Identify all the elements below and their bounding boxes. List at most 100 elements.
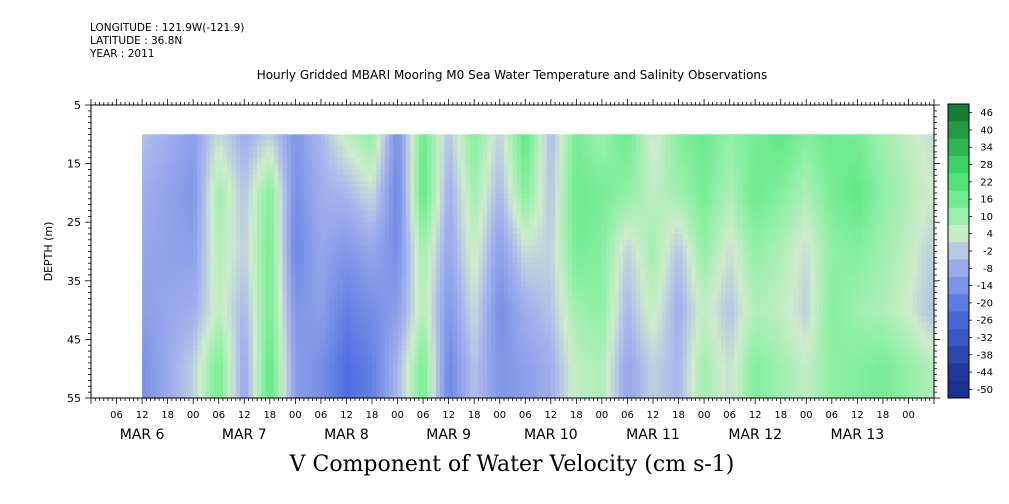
heatmap-cell	[448, 269, 454, 276]
heatmap-cell	[316, 310, 322, 317]
heatmap-cell	[257, 269, 262, 276]
heatmap-cell	[252, 304, 258, 311]
heatmap-cell	[282, 316, 288, 323]
heatmap-cell	[516, 339, 522, 346]
heatmap-cell	[303, 274, 309, 282]
heatmap-cell	[397, 157, 403, 165]
heatmap-cell	[448, 304, 454, 311]
heatmap-cell	[525, 280, 531, 288]
heatmap-cell	[359, 327, 365, 335]
heatmap-cell	[538, 292, 543, 299]
heatmap-cell	[282, 163, 288, 171]
heatmap-cell	[269, 310, 275, 317]
heatmap-cell	[252, 181, 258, 188]
heatmap-cell	[584, 169, 590, 176]
heatmap-cell	[597, 368, 603, 376]
heatmap-cell	[372, 380, 377, 387]
heatmap-cell	[282, 333, 288, 340]
heatmap-cell	[393, 245, 399, 253]
heatmap-cell	[299, 210, 305, 217]
heatmap-cell	[210, 146, 216, 153]
heatmap-cell	[223, 339, 228, 346]
heatmap-cell	[572, 198, 577, 206]
heatmap-cell	[265, 157, 271, 165]
heatmap-cell	[508, 374, 514, 382]
heatmap-cell	[555, 392, 560, 399]
heatmap-cell	[206, 198, 211, 206]
heatmap-cell	[512, 310, 518, 317]
heatmap-cell	[188, 181, 194, 188]
heatmap-cell	[188, 304, 194, 311]
heatmap-cell	[576, 374, 582, 382]
heatmap-cell	[452, 146, 458, 153]
heatmap-cell	[576, 239, 582, 247]
heatmap-cell	[274, 298, 279, 305]
heatmap-cell	[550, 257, 556, 264]
heatmap-cell	[180, 333, 186, 340]
heatmap-cell	[295, 204, 301, 212]
heatmap-cell	[550, 304, 556, 311]
heatmap-cell	[363, 175, 369, 182]
heatmap-cell	[180, 386, 186, 393]
heatmap-cell	[372, 175, 377, 182]
heatmap-cell	[363, 298, 369, 305]
heatmap-cell	[159, 298, 164, 305]
heatmap-cell	[269, 198, 275, 206]
heatmap-cell	[550, 181, 556, 188]
heatmap-cell	[171, 345, 177, 352]
heatmap-cell	[563, 263, 569, 270]
heatmap-cell	[431, 357, 437, 364]
heatmap-cell	[601, 321, 607, 329]
heatmap-cell	[188, 204, 194, 212]
heatmap-cell	[150, 298, 156, 305]
heatmap-cell	[482, 146, 488, 153]
heatmap-cell	[286, 333, 292, 340]
heatmap-cell	[516, 392, 522, 399]
heatmap-cell	[504, 239, 509, 247]
heatmap-cell	[210, 351, 216, 358]
heatmap-cell	[491, 169, 497, 176]
heatmap-cell	[521, 304, 526, 311]
heatmap-cell	[312, 327, 318, 335]
heatmap-cell	[240, 274, 245, 282]
heatmap-cell	[248, 286, 254, 294]
heatmap-cell	[210, 216, 216, 223]
heatmap-cell	[193, 380, 199, 387]
heatmap-cell	[269, 245, 275, 253]
heatmap-cell	[282, 304, 288, 311]
heatmap-cell	[286, 380, 292, 387]
heatmap-cell	[495, 228, 501, 235]
heatmap-cell	[499, 316, 505, 323]
heatmap-cell	[350, 140, 356, 147]
heatmap-cell	[154, 222, 160, 229]
heatmap-cell	[465, 210, 471, 217]
heatmap-cell	[210, 169, 216, 176]
heatmap-cell	[231, 222, 237, 229]
heatmap-cell	[555, 345, 560, 352]
heatmap-cell	[167, 327, 173, 335]
heatmap-cell	[252, 204, 258, 212]
heatmap-cell	[406, 175, 411, 182]
heatmap-cell	[576, 304, 582, 311]
heatmap-cell	[269, 263, 275, 270]
heatmap-cell	[580, 216, 586, 223]
heatmap-cell	[546, 146, 552, 153]
heatmap-cell	[576, 321, 582, 329]
heatmap-cell	[542, 280, 548, 288]
heatmap-cell	[555, 274, 560, 282]
heatmap-cell	[461, 140, 467, 147]
heatmap-cell	[223, 298, 228, 305]
heatmap-cell	[525, 204, 531, 212]
heatmap-cell	[469, 362, 475, 370]
heatmap-cell	[542, 380, 548, 387]
heatmap-cell	[414, 163, 420, 171]
heatmap-cell	[193, 286, 199, 294]
heatmap-cell	[193, 345, 199, 352]
heatmap-cell	[384, 392, 390, 399]
heatmap-cell	[282, 245, 288, 253]
heatmap-cell	[542, 368, 548, 376]
heatmap-cell	[171, 274, 177, 282]
heatmap-cell	[461, 151, 467, 159]
heatmap-cell	[376, 357, 382, 364]
heatmap-cell	[286, 263, 292, 270]
